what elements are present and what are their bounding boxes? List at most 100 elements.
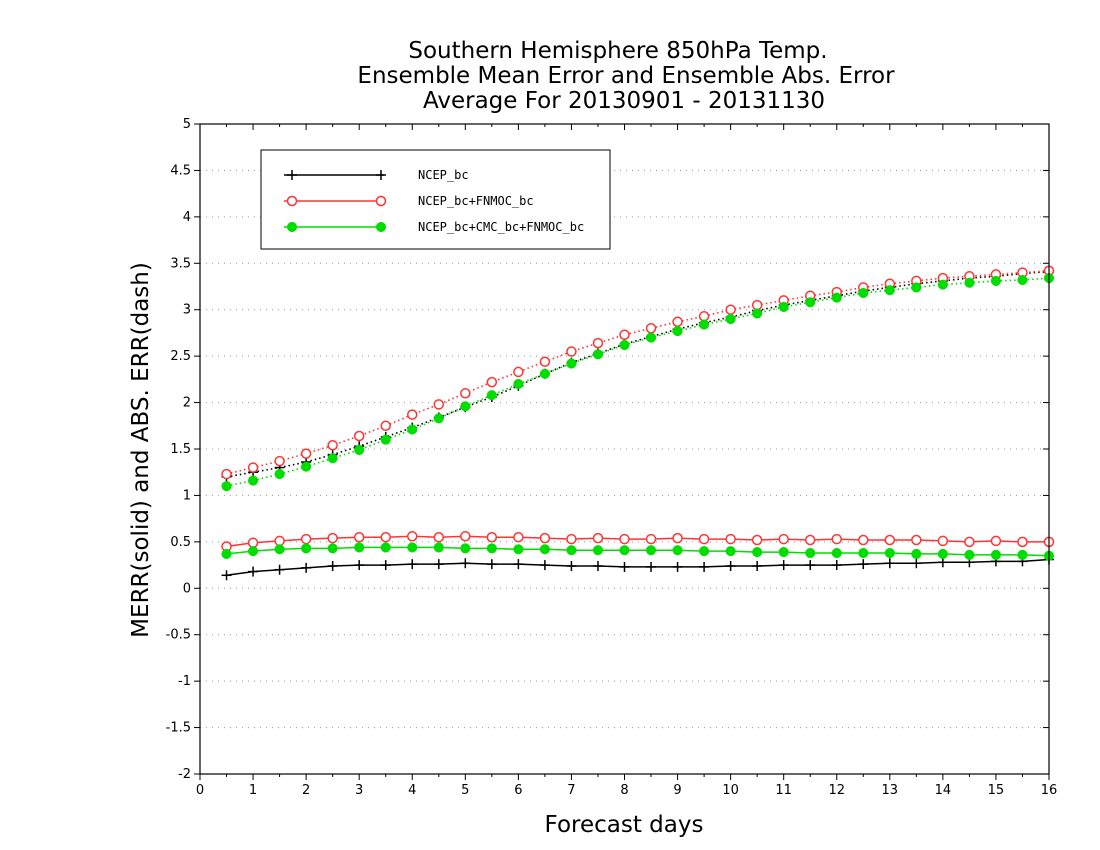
series-1-abs_error-point-19 [725,304,736,315]
series-1-mean_error-point-8 [433,531,445,543]
series-2-abs_error-point-11 [513,378,524,390]
series-2-abs_error-point-21 [778,301,789,312]
y-tick-label-11: -0.5 [166,628,191,643]
series-1-abs_error-point-10 [486,376,498,388]
series-0-mean_error-point-4 [327,561,338,571]
series-2-mean_error-point-24 [858,547,869,559]
x-tick-label-3: 3 [355,783,363,798]
series-2-abs_error-point-17 [672,326,683,337]
x-tick-label-5: 5 [461,783,469,798]
series-1-mean_error-point-26 [911,534,922,546]
series-2-mean_error-point-16 [645,545,657,556]
series-2-mean_error-point-22 [805,547,816,559]
series-2-mean_error-point-7 [407,542,418,553]
series-1-mean_error-point-4 [327,532,338,544]
y-tick-label-1: 4.5 [170,163,191,178]
series-1-mean_error-point-30 [1017,536,1028,548]
series-2-abs_error-point-25 [884,285,895,296]
series-1-mean_error-point-28 [964,536,975,548]
legend-marker-end-2 [375,221,387,233]
series-0-abs_error-line [226,270,1050,478]
series-1-mean_error-point-23 [831,533,842,545]
series-0-mean_error-point-22 [805,560,816,571]
x-tick-label-9: 9 [673,783,681,798]
y-axis-ticks: 5 4.5 4 3.5 3 2.5 2 1.5 1 0.5 0 -0.5 -1 -1.5 -2 [166,117,1049,782]
legend-box [260,149,611,250]
series-0-mean_error-point-14 [592,561,603,571]
series-0-mean_error-point-26 [911,558,922,569]
series-2-mean_error-point-9 [460,543,471,554]
chart-title: Southern Hemisphere 850hPa Temp. Ensembl… [357,38,895,114]
series-0-mean_error-point-6 [380,560,391,571]
series-2-abs_error-point-4 [327,453,338,464]
y-tick-label-14: -2 [178,767,191,782]
series-1-mean_error-point-14 [592,532,604,544]
x-tick-label-7: 7 [567,783,575,798]
series-2-abs_error-point-13 [566,358,577,369]
series-1-mean_error-point-2 [274,535,285,547]
series-1-mean_error-point-5 [353,531,365,543]
series-1-abs_error-point-12 [539,356,551,367]
series-2-mean_error-point-20 [752,547,763,558]
series-1-abs_error-point-16 [645,323,657,334]
series-1-abs_error-point-0 [221,468,232,480]
series-2-abs_error-point-14 [592,349,604,360]
series-2-abs_error-point-23 [831,292,842,303]
y-axis-label: MERR(solid) and ABS. ERR(dash) [128,262,154,638]
series-1-abs_error-point-6 [380,420,391,432]
series-2-abs_error-point-16 [645,332,657,343]
series-1-mean_error-point-10 [486,531,498,543]
series-2-mean_error-point-6 [380,542,391,553]
series-2-mean_error-point-10 [486,543,497,554]
series-1-mean_error-point-1 [247,537,259,549]
x-tick-label-0: 0 [196,783,204,798]
series-0-mean_error-point-3 [301,562,312,573]
series-1-mean_error-point-16 [645,533,657,545]
series-0-mean_error-point-2 [274,564,285,575]
chart-title-line-3: Average For 20130901 - 20131130 [423,88,825,114]
gridlines [200,169,1049,729]
series-2-mean_error-point-28 [964,549,975,560]
y-tick-label-6: 2 [183,396,191,411]
x-axis-ticks: 0 1 2 3 4 5 6 7 8 9 10 11 12 13 14 15 16 [196,124,1057,798]
series-2-mean_error-point-23 [831,547,842,559]
series-0-mean_error-point-23 [831,560,842,571]
x-axis-label: Forecast days [545,812,704,838]
series-2-mean_error-point-0 [221,548,232,559]
series-1-abs_error-point-13 [566,346,577,357]
series-1-abs_error-point-5 [353,430,365,442]
series-2-mean_error-point-5 [354,542,365,553]
series-2-mean_error-point-18 [699,546,710,557]
series-2-mean_error-line [226,546,1050,557]
chart-title-line-1: Southern Hemisphere 850hPa Temp. [408,38,827,64]
series-1-mean_error-point-24 [858,534,869,546]
series-2-mean_error-point-14 [592,545,604,556]
series-2-mean_error-point-3 [301,543,312,554]
series-2-mean_error-point-4 [327,543,338,554]
series-1-abs_error-point-20 [751,299,763,311]
series-2-abs_error-point-0 [221,481,232,492]
series-0-mean_error-point-19 [725,561,736,571]
series-1-abs_error-point-1 [247,462,259,473]
series-2-mean_error-point-27 [937,548,948,559]
series-0-mean_error-point-20 [752,561,763,571]
series-2-mean_error-point-13 [566,545,577,556]
series-2-abs_error-point-19 [725,313,736,325]
series-1-mean_error-point-15 [619,533,630,545]
series-0-mean_error-point-0 [221,570,232,581]
y-tick-label-5: 2.5 [170,349,191,364]
series-0-mean_error-point-18 [699,561,710,572]
series-2-mean_error-point-15 [619,545,630,556]
x-tick-label-11: 11 [775,783,792,798]
series-1-abs_error-point-9 [460,388,471,399]
series-1-mean_error-point-18 [698,533,710,545]
series-1-mean_error-point-11 [513,531,524,543]
chart-title-line-2: Ensemble Mean Error and Ensemble Abs. Er… [357,63,895,89]
series-1-abs_error-point-2 [274,455,285,467]
legend-label-1: NCEP_bc+FNMOC_bc [418,194,534,208]
series-1-mean_error-point-9 [460,531,471,542]
plot-frame [199,123,1050,775]
series-0-mean_error-point-7 [407,559,418,570]
series-2-abs_error-point-27 [937,279,948,290]
series-1-mean_error-point-17 [672,532,683,544]
